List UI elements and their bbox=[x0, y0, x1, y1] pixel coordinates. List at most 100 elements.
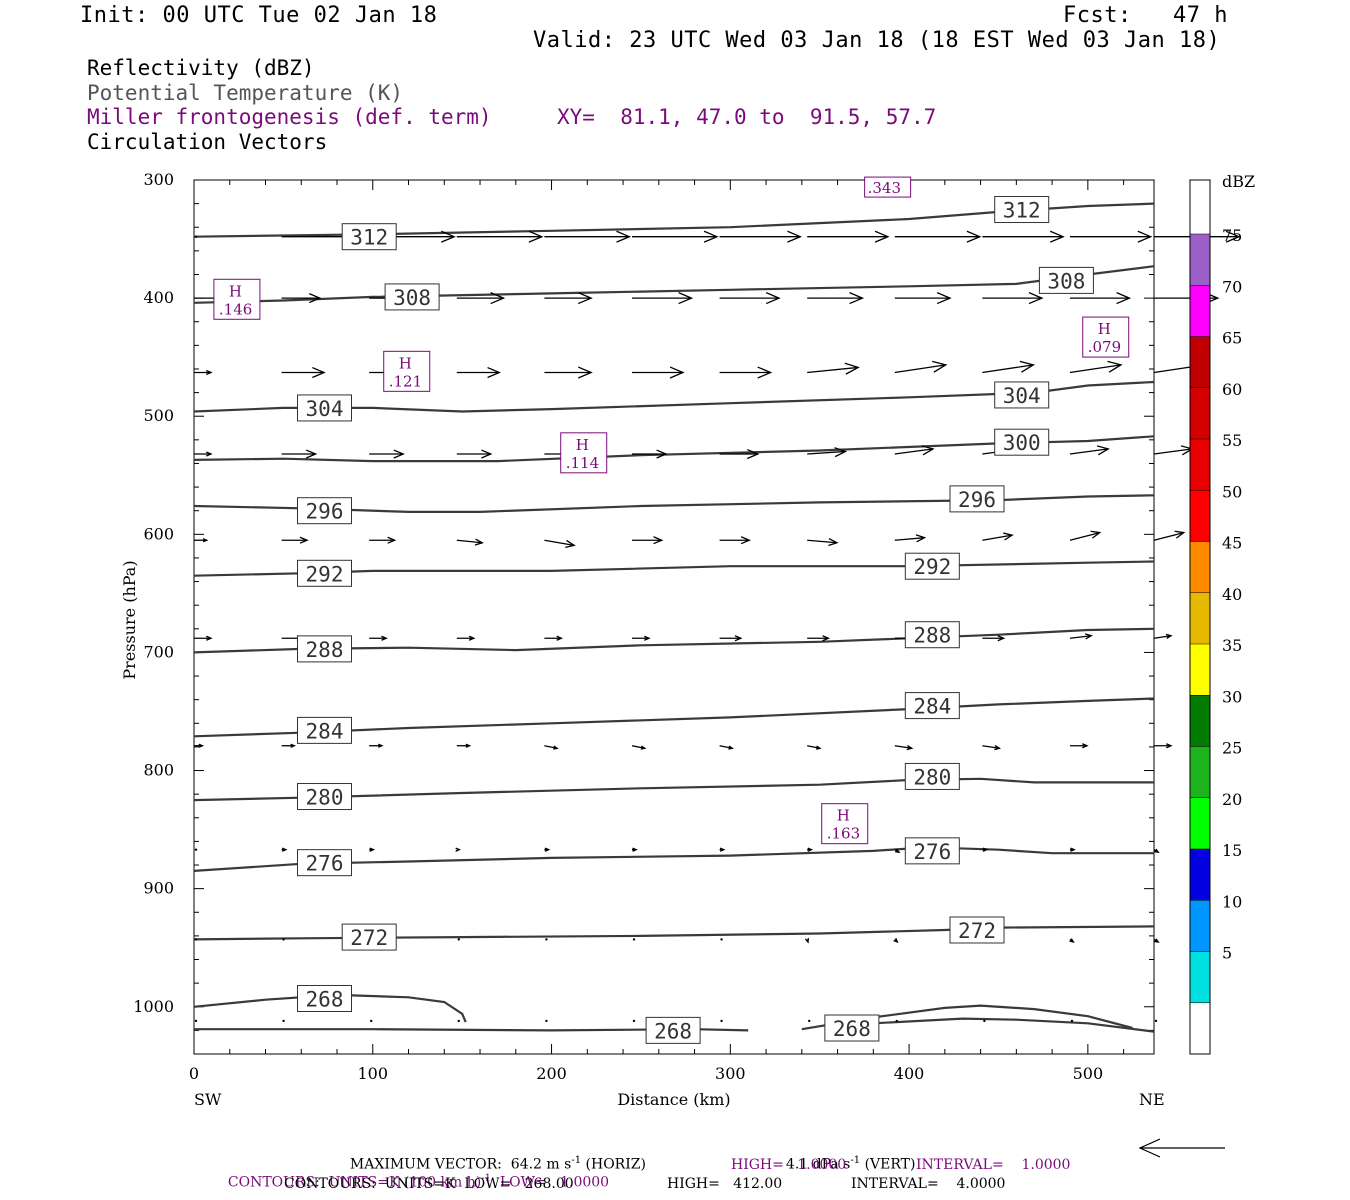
vector-head bbox=[921, 445, 935, 456]
circulation-vector bbox=[456, 449, 493, 459]
vector-head bbox=[577, 366, 593, 379]
circulation-vector bbox=[1070, 1019, 1074, 1023]
vector-shaft bbox=[894, 448, 934, 455]
vector-head bbox=[1165, 633, 1173, 639]
vector-shaft bbox=[894, 364, 946, 374]
colorbar-segment bbox=[1190, 490, 1210, 542]
circulation-vector bbox=[1153, 938, 1160, 943]
contour-label-text: 268 bbox=[654, 1019, 692, 1043]
vector-head bbox=[1049, 230, 1065, 243]
contour-label-text: 312 bbox=[350, 226, 388, 250]
vector-head bbox=[1028, 292, 1044, 305]
contour-label-280: 280 bbox=[297, 783, 353, 811]
contour-label-text: 272 bbox=[958, 919, 996, 943]
circulation-vector bbox=[194, 538, 209, 543]
circulation-vector bbox=[194, 743, 205, 748]
marker-box bbox=[560, 432, 608, 474]
vector-head bbox=[740, 536, 752, 545]
colorbar-label: 10 bbox=[1222, 892, 1242, 911]
vector-head bbox=[932, 360, 948, 373]
marker-box bbox=[1082, 316, 1130, 358]
circulation-vector bbox=[720, 1019, 723, 1023]
y-tick-label: 700 bbox=[143, 642, 174, 661]
vector-shaft bbox=[982, 534, 1013, 541]
circulation-vector bbox=[982, 745, 1002, 751]
y-tick-label: 900 bbox=[143, 879, 174, 898]
circulation-vector bbox=[544, 847, 551, 852]
vector-shaft bbox=[1153, 531, 1184, 541]
circulation-vector bbox=[719, 448, 760, 460]
theta-contour-268 bbox=[193, 993, 467, 1023]
circulation-vector bbox=[456, 635, 476, 641]
colorbar-label: 50 bbox=[1222, 482, 1242, 501]
contour-label-text: 284 bbox=[306, 719, 344, 743]
frontogenesis-max-marker: H.163 bbox=[821, 803, 869, 845]
circulation-vector bbox=[807, 635, 831, 642]
circulation-vector bbox=[631, 366, 685, 379]
marker-letter: H bbox=[1098, 320, 1111, 338]
marker-letter: H bbox=[576, 436, 589, 454]
vector-head bbox=[1174, 530, 1186, 539]
frontogenesis-max-marker: H.146 bbox=[213, 278, 261, 320]
circulation-vector bbox=[894, 745, 914, 751]
colorbar-segment bbox=[1190, 285, 1210, 337]
circulation-vector bbox=[1069, 292, 1132, 305]
footer-max-vector: MAXIMUM VECTOR: 64.2 m s-1 (HORIZ) bbox=[349, 1155, 646, 1173]
footer-max-vector-vert: 4.1 dPa s-1 (VERT) bbox=[785, 1155, 916, 1173]
contour-label-text: 276 bbox=[913, 840, 951, 864]
contour-label-text: 308 bbox=[1047, 269, 1085, 293]
circulation-vector bbox=[982, 230, 1065, 243]
circulation-vector bbox=[544, 635, 564, 641]
circulation-vector bbox=[456, 743, 472, 748]
vector-shaft bbox=[807, 450, 846, 455]
circulation-vector bbox=[1069, 633, 1093, 640]
vector-head bbox=[1070, 847, 1076, 852]
vector-head bbox=[290, 743, 297, 748]
legend-potential-temperature: Potential Temperature (K) bbox=[87, 81, 404, 105]
circulation-vector bbox=[1069, 230, 1153, 243]
vector-shaft bbox=[894, 537, 925, 541]
circulation-vector bbox=[544, 539, 576, 549]
y-axis-label: Pressure (hPa) bbox=[120, 560, 139, 679]
circulation-vector bbox=[194, 848, 198, 851]
contour-label-box bbox=[904, 837, 960, 865]
vector-head bbox=[703, 230, 719, 243]
colorbar-segment bbox=[1190, 644, 1210, 696]
contour-label-box bbox=[297, 394, 353, 422]
vector-head bbox=[997, 635, 1006, 642]
y-tick-label: 400 bbox=[143, 288, 174, 307]
circulation-vector bbox=[807, 292, 865, 305]
circulation-vector bbox=[631, 847, 638, 852]
contour-label-308: 308 bbox=[1038, 266, 1094, 294]
circulation-vector bbox=[544, 745, 559, 750]
vector-head bbox=[1116, 292, 1132, 305]
footer-contours-frontogenesis-high: HIGH= 1.0000 bbox=[731, 1157, 847, 1173]
colorbar-segment bbox=[1190, 900, 1210, 952]
circulation-vector bbox=[282, 1019, 285, 1023]
vector-head bbox=[468, 635, 476, 641]
legend-circulation-vectors: Circulation Vectors bbox=[87, 130, 328, 154]
vector-shaft bbox=[631, 745, 645, 749]
colorbar-label: 60 bbox=[1222, 380, 1242, 399]
vector-head bbox=[893, 938, 899, 944]
contour-label-288: 288 bbox=[297, 635, 353, 663]
vector-head bbox=[640, 745, 647, 750]
colorbar-segment bbox=[1190, 541, 1210, 593]
vector-head bbox=[1107, 360, 1123, 373]
vector-shaft bbox=[544, 539, 575, 546]
circulation-vector bbox=[719, 536, 752, 545]
vector-shaft bbox=[544, 745, 558, 749]
vector-head bbox=[1003, 532, 1014, 541]
circulation-vector bbox=[807, 847, 814, 852]
contour-label-272: 272 bbox=[949, 916, 1005, 944]
marker-letter: H bbox=[229, 282, 242, 300]
contour-label-box bbox=[949, 485, 1005, 513]
vector-head bbox=[1069, 938, 1075, 943]
contour-label-292: 292 bbox=[904, 552, 960, 580]
vector-head bbox=[1082, 743, 1089, 749]
contour-label-284: 284 bbox=[904, 692, 960, 720]
vector-head bbox=[1084, 633, 1093, 640]
vector-head bbox=[378, 743, 384, 748]
vector-head bbox=[441, 230, 456, 243]
marker-value: .163 bbox=[827, 825, 860, 843]
